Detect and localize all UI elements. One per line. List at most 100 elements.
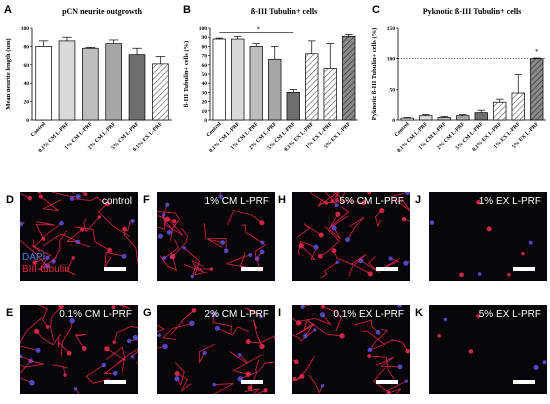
cell-body — [107, 247, 112, 253]
cell-body — [162, 255, 167, 261]
micrograph-letter: I — [278, 307, 282, 319]
neurite — [60, 320, 73, 357]
neurite — [40, 196, 62, 212]
cell-body — [121, 253, 127, 259]
scale-bar — [376, 380, 398, 384]
y-axis-label: Pyknotic ß-III Tubulin+ cells (%) — [371, 28, 378, 121]
neurite — [328, 215, 349, 240]
neurite — [161, 204, 173, 241]
y-tick-label: 80 — [202, 44, 208, 50]
cell-body — [335, 211, 341, 217]
cell-body — [379, 208, 385, 214]
y-tick-label: 40 — [202, 81, 208, 87]
cell-body — [335, 260, 339, 265]
cell-body — [248, 252, 253, 257]
neurite — [317, 192, 339, 207]
cell-body — [259, 220, 265, 226]
cell-body — [259, 314, 263, 319]
scale-bar — [513, 380, 535, 384]
neurite — [123, 228, 138, 263]
micrograph-label: control — [101, 196, 132, 207]
cell-body — [403, 260, 409, 266]
cell-body — [202, 350, 207, 356]
bar — [82, 47, 99, 121]
neurite — [191, 259, 212, 270]
micrograph-h: 5% CM L-PRF H — [278, 192, 410, 281]
neurite — [203, 223, 227, 251]
neurite — [170, 310, 195, 335]
cell-body — [300, 305, 305, 309]
cell-body — [533, 364, 539, 370]
bar — [268, 58, 282, 121]
cell-body — [20, 221, 24, 227]
scale-bar — [241, 267, 263, 271]
cell-body — [170, 253, 176, 260]
cell-body — [104, 346, 110, 352]
bar — [342, 35, 356, 121]
bar — [231, 38, 245, 121]
y-tick-label: 20 — [24, 100, 30, 106]
neurite — [303, 319, 342, 337]
neurite — [37, 305, 49, 328]
neurite — [322, 306, 342, 332]
neurite — [157, 211, 181, 233]
tubulin-legend: BIII-tubulin — [22, 264, 70, 275]
bar — [419, 115, 433, 121]
cell-body — [66, 350, 72, 356]
micrograph-d: control D — [6, 192, 138, 281]
bar — [249, 46, 263, 121]
cell-body — [320, 305, 325, 309]
neurite — [50, 306, 62, 341]
neurite — [65, 229, 91, 248]
charts-row: A B C pCN neurite outgrowth Mean neurite … — [4, 4, 546, 154]
neurite — [347, 216, 365, 240]
neurite — [292, 359, 297, 363]
cell-body — [429, 220, 435, 225]
cell-body — [20, 354, 23, 359]
cell-body — [182, 246, 186, 250]
neurite — [373, 367, 407, 392]
micrograph-image — [437, 314, 547, 370]
neurite — [39, 256, 58, 271]
cell-body — [317, 253, 323, 259]
neurite — [227, 209, 263, 225]
bar — [286, 92, 300, 121]
cell-body — [443, 317, 448, 322]
cell-body — [259, 343, 265, 350]
neurite — [157, 324, 166, 336]
chart-title: ß-III Tubulin+ cells — [251, 7, 317, 16]
y-tick-label: 0 — [204, 118, 207, 124]
cell-body — [404, 379, 409, 383]
neurite — [159, 255, 177, 272]
cell-body — [260, 240, 265, 245]
cell-body — [245, 371, 251, 377]
cell-body — [69, 318, 75, 324]
neurite — [20, 360, 44, 368]
neurite — [198, 343, 216, 364]
cell-body — [319, 312, 326, 318]
cell-body — [190, 274, 194, 279]
panel-letter-a: A — [4, 4, 12, 16]
neurite — [252, 319, 263, 347]
cell-body — [386, 390, 391, 394]
cell-body — [397, 364, 403, 370]
cell-body — [69, 196, 75, 201]
neurite — [240, 362, 275, 380]
bar — [35, 46, 52, 121]
cell-body — [59, 220, 64, 226]
y-tick-label: 100 — [199, 26, 208, 32]
neurite — [302, 305, 312, 308]
cell-body — [58, 305, 64, 310]
cell-body — [162, 343, 168, 350]
micrograph-label: 2% CM L-PRF — [204, 309, 269, 320]
neurite — [295, 356, 315, 381]
cell-body — [80, 227, 85, 232]
neurite — [369, 328, 389, 351]
neurite — [74, 226, 110, 251]
cell-body — [41, 237, 46, 241]
bar — [58, 40, 76, 121]
neurite — [106, 346, 126, 362]
neurite — [388, 388, 402, 394]
y-tick-label: 150 — [387, 26, 396, 32]
scale-bar — [513, 267, 535, 271]
